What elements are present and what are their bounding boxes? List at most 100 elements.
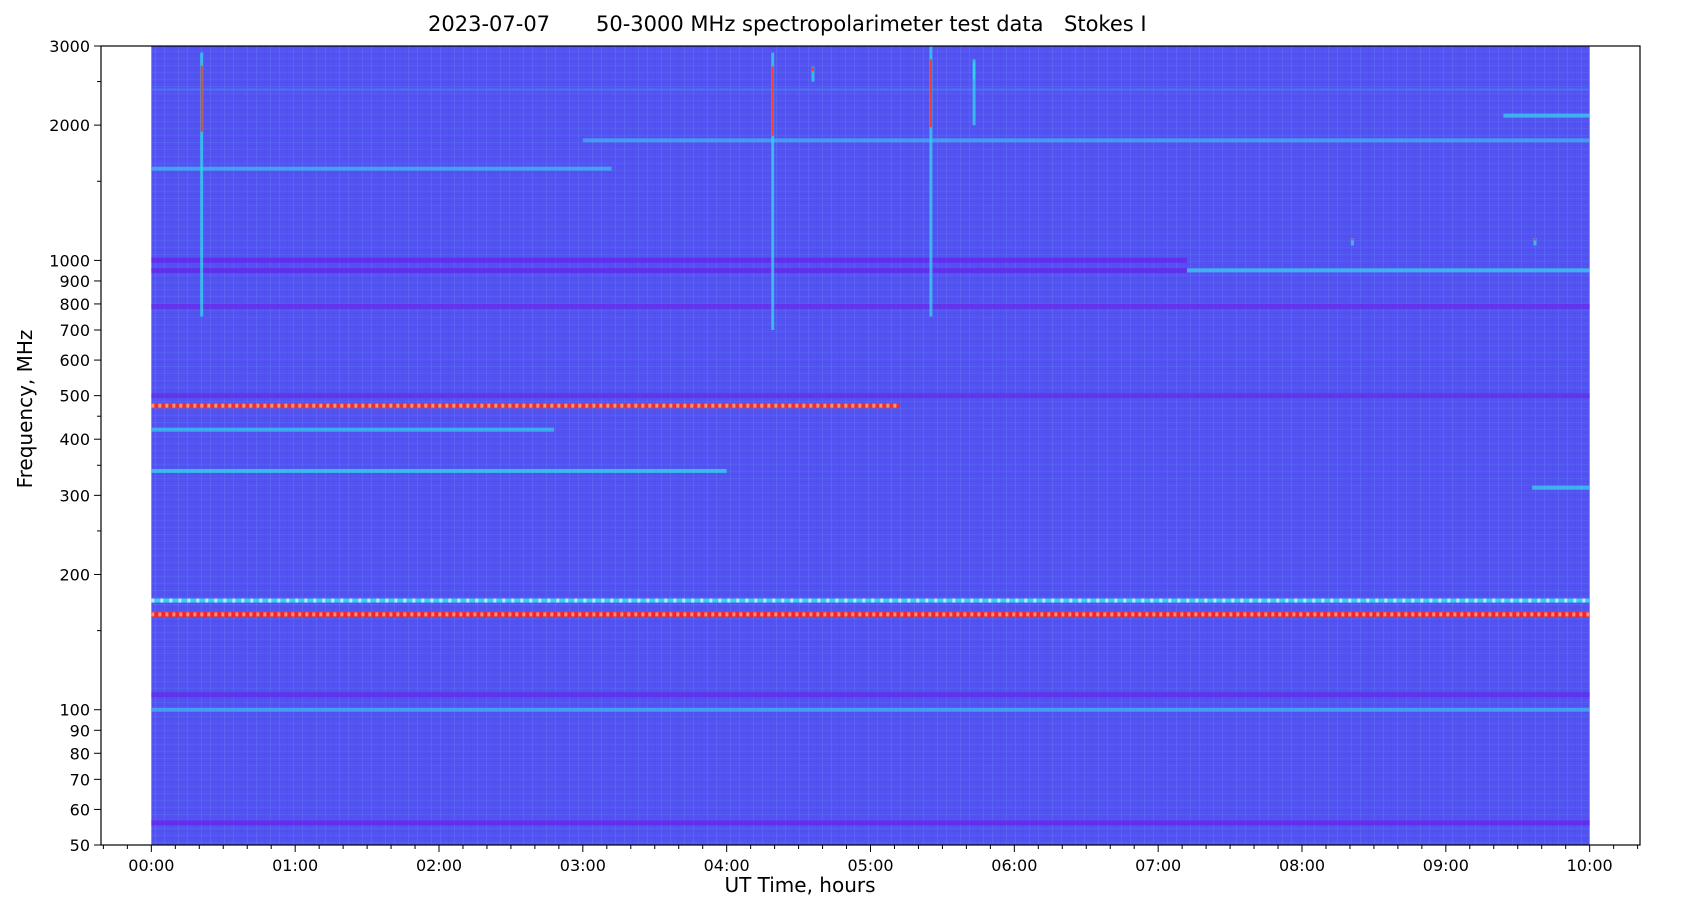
band-bead	[599, 612, 603, 617]
band-bead	[403, 403, 407, 408]
band-bead	[1334, 612, 1338, 617]
band-17	[151, 303, 1590, 309]
band-bead	[1565, 612, 1569, 617]
burst-5	[1533, 238, 1537, 246]
band-bead	[669, 612, 673, 617]
band-bead	[1516, 612, 1520, 617]
band-bead	[368, 403, 372, 408]
band-bead	[1519, 598, 1523, 603]
y-tick-label: 200	[59, 565, 90, 584]
band-bead	[1186, 598, 1190, 603]
band-bead	[228, 612, 232, 617]
band-bead	[669, 403, 673, 408]
band-bead	[1271, 612, 1275, 617]
band-bead	[178, 598, 182, 603]
band-bead	[1555, 598, 1559, 603]
y-tick-label: 500	[59, 387, 90, 406]
band-bead	[1078, 598, 1082, 603]
band-bead	[823, 612, 827, 617]
band-bead	[242, 403, 246, 408]
band-bead	[459, 612, 463, 617]
title-date: 2023-07-07	[428, 12, 551, 36]
band-bead	[746, 403, 750, 408]
band-bead	[1465, 598, 1469, 603]
band-bead	[186, 403, 190, 408]
y-tick-label: 80	[70, 744, 90, 763]
band-bead	[484, 598, 488, 603]
band-bead	[1061, 612, 1065, 617]
band-bead	[809, 612, 813, 617]
band-bead	[1510, 598, 1514, 603]
band-bead	[655, 598, 659, 603]
band-bead	[620, 403, 624, 408]
x-tick-label: 01:00	[272, 856, 318, 875]
band-bead	[844, 612, 848, 617]
band-bead	[1546, 598, 1550, 603]
band-bead	[228, 403, 232, 408]
band-beads-0	[151, 612, 1590, 617]
band-bead	[823, 403, 827, 408]
band-bead	[319, 403, 323, 408]
band-bead	[1194, 612, 1198, 617]
y-tick-label: 1000	[49, 251, 90, 270]
band-bead	[1068, 612, 1072, 617]
band-bead	[1132, 598, 1136, 603]
band-bead	[1257, 612, 1261, 617]
y-tick-label: 50	[70, 836, 90, 855]
band-bead	[1141, 598, 1145, 603]
band-bead	[448, 598, 452, 603]
band-bead	[1348, 612, 1352, 617]
band-bead	[430, 598, 434, 603]
band-bead	[235, 612, 239, 617]
band-bead	[1586, 612, 1590, 617]
band-bead	[599, 403, 603, 408]
band-bead	[664, 598, 668, 603]
band-bead	[1355, 612, 1359, 617]
x-tick-label: 09:00	[1423, 856, 1469, 875]
band-bead	[851, 612, 855, 617]
band-bead	[1276, 598, 1280, 603]
band-bead	[620, 612, 624, 617]
band-bead	[799, 598, 803, 603]
band-bead	[830, 612, 834, 617]
band-bead	[1278, 612, 1282, 617]
band-bead	[298, 612, 302, 617]
y-tick-label: 60	[70, 800, 90, 819]
band-bead	[1509, 612, 1513, 617]
band-bead	[1481, 612, 1485, 617]
band-bead	[1285, 598, 1289, 603]
band-bead	[1402, 598, 1406, 603]
band-bead	[543, 403, 547, 408]
band-bead	[1250, 612, 1254, 617]
band-bead	[410, 403, 414, 408]
band-bead	[809, 403, 813, 408]
band-bead	[547, 598, 551, 603]
band-bead	[700, 598, 704, 603]
band-bead	[179, 403, 183, 408]
heatmap-area	[151, 46, 1590, 845]
band-bead	[424, 612, 428, 617]
band-bead	[781, 403, 785, 408]
band-bead	[501, 403, 505, 408]
band-bead	[1411, 598, 1415, 603]
band-bead	[268, 598, 272, 603]
band-4	[151, 427, 555, 432]
band-bead	[1105, 598, 1109, 603]
band-bead	[557, 403, 561, 408]
band-bead	[1222, 598, 1226, 603]
band-bead	[691, 598, 695, 603]
band-bead	[207, 612, 211, 617]
band-bead	[207, 403, 211, 408]
band-bead	[865, 612, 869, 617]
band-bead	[1231, 598, 1235, 603]
band-bead	[997, 598, 1001, 603]
burst-4	[972, 59, 976, 126]
y-tick-label: 600	[59, 351, 90, 370]
band-bead	[385, 598, 389, 603]
band-bead	[767, 612, 771, 617]
band-bead	[1420, 598, 1424, 603]
heatmap-texture-vertical	[151, 46, 1590, 845]
band-bead	[1047, 612, 1051, 617]
band-bead	[193, 612, 197, 617]
